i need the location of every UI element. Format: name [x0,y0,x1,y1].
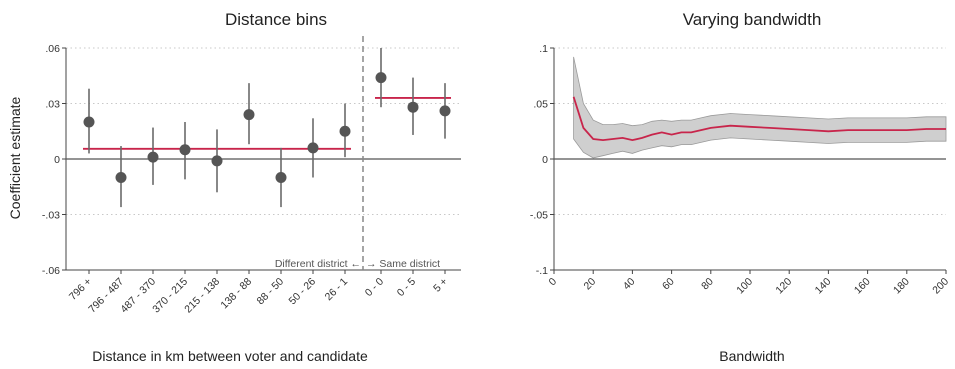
estimate-line [572,96,946,142]
left-x-tick-label: 5 + [431,276,450,295]
left-point [339,125,351,137]
right-x-tick-label: 200 [930,276,951,297]
same-district-label: → Same district [366,258,440,270]
left-x-tick-label: 796 + [67,276,94,303]
left-point [147,151,159,163]
different-district-label: Different district ← [275,258,361,270]
left-chart-title: Distance bins [225,10,327,29]
left-x-tick-label: 50 - 26 [287,276,319,308]
right-y-tick-label: .1 [539,43,548,55]
left-x-tick-label: 0 - 5 [395,276,418,299]
right-x-tick-label: 0 [547,276,560,289]
right-x-tick-label: 160 [852,276,873,297]
left-y-tick-label: .06 [45,43,60,55]
left-points [83,48,451,208]
left-x-tick-label: 0 - 0 [363,276,386,299]
left-mean-lines [83,97,451,150]
left-y-tick-label: -.06 [42,265,60,277]
left-x-axis-title: Distance in km between voter and candida… [92,348,368,364]
right-y-tick-label: 0 [542,154,548,166]
right-x-tick-label: 180 [891,276,912,297]
left-axes [65,48,461,271]
left-point [407,101,419,113]
left-y-tick-label: -.03 [42,210,60,222]
left-y-tick-label: 0 [54,154,60,166]
left-x-tick-label: 88 - 50 [255,276,287,308]
left-y-tick-label: .03 [45,99,60,111]
left-x-tick-label: 26 - 1 [323,276,351,304]
left-point [83,116,95,128]
left-point [211,155,223,167]
left-x-tick-label: 215 - 138 [182,276,222,316]
right-x-tick-label: 80 [699,276,716,293]
right-y-ticks: .1 .05 0 -.05 -.1 [530,43,554,277]
left-point [275,172,287,183]
left-point [179,144,191,156]
right-x-ticks: 0 20 40 60 80 100 120 140 160 180 200 [547,270,951,297]
right-x-tick-label: 60 [660,276,677,293]
right-x-tick-label: 140 [813,276,834,297]
left-point [307,142,319,154]
right-x-tick-label: 40 [621,276,638,293]
right-x-axis-title: Bandwidth [719,348,784,364]
left-point [375,72,387,84]
right-x-tick-label: 20 [582,276,599,293]
panel-distance-bins: Distance bins Coefficient estimate Dista… [7,10,461,364]
left-point [115,172,127,183]
right-y-tick-label: -.05 [530,210,548,222]
left-point [243,109,255,121]
panel-varying-bandwidth: Varying bandwidth Bandwidth .1 .05 0 -.05 -.… [530,10,951,364]
left-x-tick-label: 138 - 88 [218,276,254,312]
right-axes [553,48,946,271]
right-y-tick-label: -.1 [536,265,548,277]
left-y-axis-title: Coefficient estimate [7,96,23,219]
left-y-ticks: .06 .03 0 -.03 -.06 [42,43,66,277]
right-x-tick-label: 100 [734,276,755,297]
confidence-band [573,56,947,159]
right-y-tick-label: .05 [533,99,548,111]
right-chart-title: Varying bandwidth [683,10,822,29]
right-x-tick-label: 120 [773,276,794,297]
left-point [439,105,451,117]
